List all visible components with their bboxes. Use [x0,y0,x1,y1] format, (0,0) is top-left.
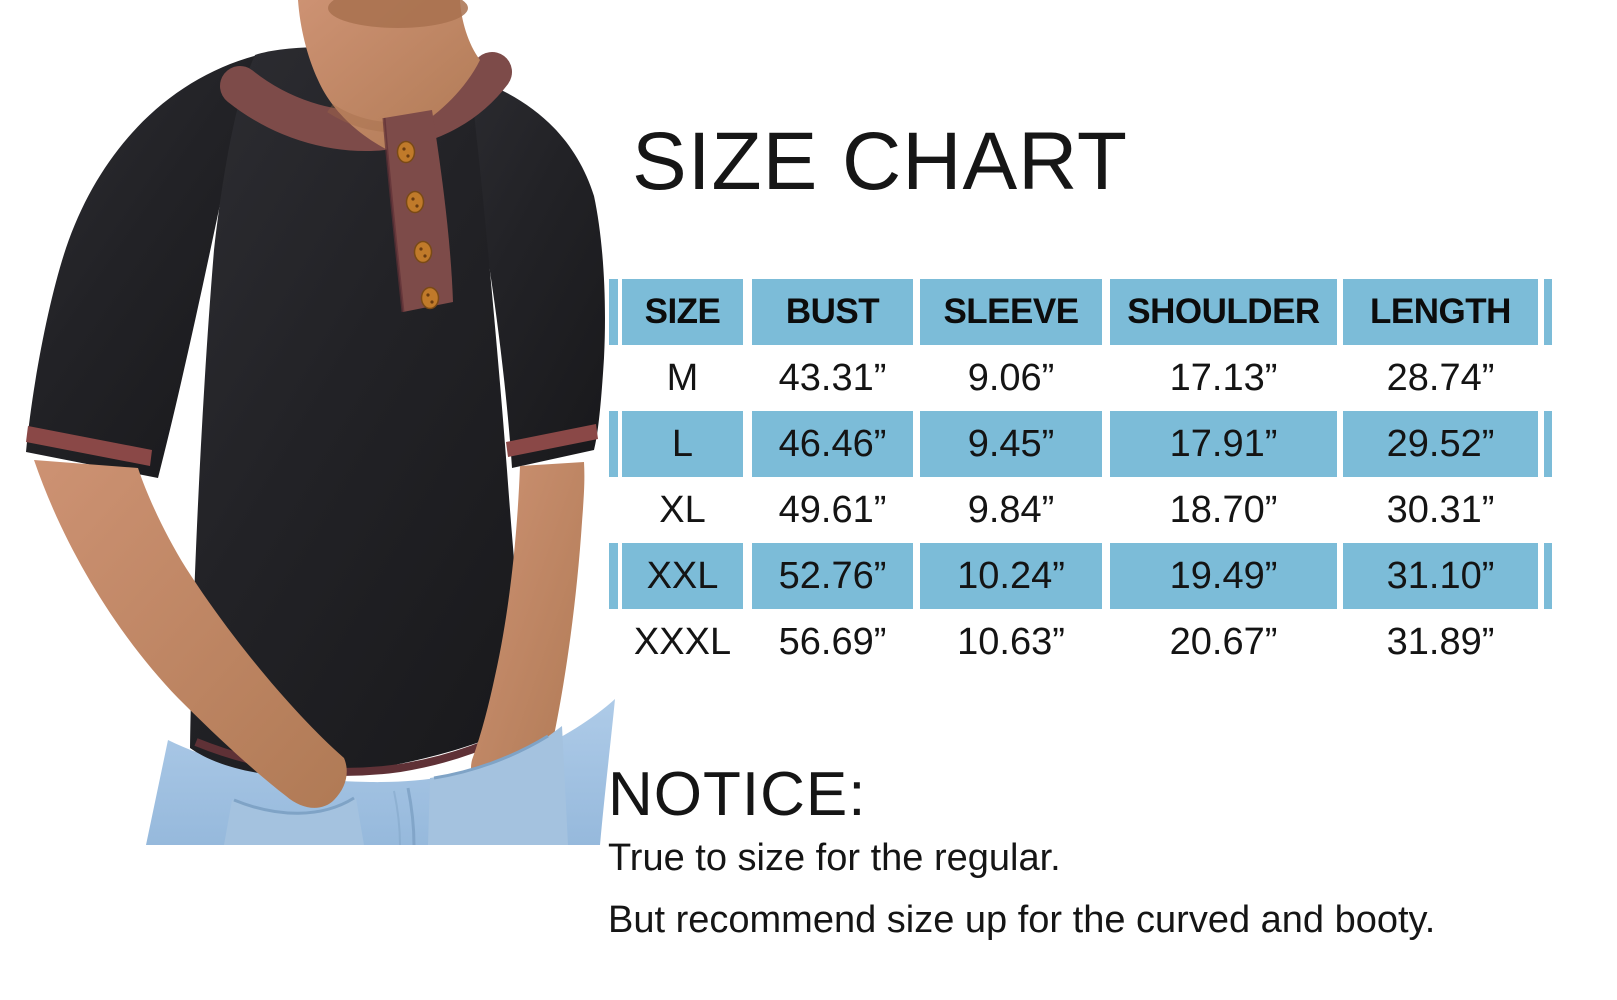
row-right-stub [1544,477,1552,543]
row-right-stub [1544,345,1552,411]
left-forearm [34,460,347,808]
notice-line: But recommend size up for the curved and… [608,899,1436,941]
row-left-stub [609,279,618,345]
cell-sleeve-row4: 10.63” [957,621,1065,663]
row-right-stub [1544,411,1552,477]
page-title: SIZE CHART [632,116,1128,207]
cell-bust-row0: 43.31” [778,357,887,399]
button-icon [420,286,440,310]
cell-sleeve-row2: 9.84” [967,489,1055,531]
right-pocket-seam [433,734,549,780]
row-left-stub [609,543,618,609]
table-row: XXL 52.76” 10.24” 19.49” 31.10” [609,543,1552,609]
table-header-row: SIZE BUST SLEEVE SHOULDER LENGTH [609,279,1552,345]
cell-shoulder-row0: 17.13” [1169,357,1278,399]
cell-bust-row3: 52.76” [752,543,913,609]
row-right-stub [1544,609,1552,675]
table-row: L 46.46” 9.45” 17.91” 29.52” [609,411,1552,477]
chin-shadow [328,0,468,28]
cell-length-row1: 29.52” [1343,411,1538,477]
notice-line: True to size for the regular. [608,837,1061,879]
right-forearm [470,462,585,796]
header-cell-size: SIZE [622,279,743,345]
row-left-stub [609,411,618,477]
table-row: XL 49.61” 9.84” 18.70” 30.31” [609,477,1552,543]
table-row: XXXL 56.69” 10.63” 20.67” 31.89” [609,609,1552,675]
cell-size-row3: XXL [622,543,743,609]
button-icon [405,190,425,214]
row-left-stub [609,609,618,675]
row-left-stub [609,477,618,543]
row-right-stub [1544,543,1552,609]
arms [34,460,585,808]
cell-shoulder-row3: 19.49” [1110,543,1337,609]
button-icon [396,140,416,164]
cell-bust-row4: 56.69” [778,621,887,663]
cell-shoulder-row2: 18.70” [1169,489,1278,531]
row-right-stub [1544,279,1552,345]
cell-size-row2: XL [659,489,706,531]
button-icons [396,140,440,310]
cell-length-row4: 31.89” [1386,621,1495,663]
model-photo-svg [26,0,615,846]
notice-heading: NOTICE: [608,760,867,829]
model-photo [0,0,620,846]
cell-shoulder-row4: 20.67” [1169,621,1278,663]
right-cuff-stripe [506,424,598,457]
cell-size-row1: L [622,411,743,477]
row-left-stub [609,345,618,411]
cell-bust-row1: 46.46” [752,411,913,477]
jeans-fly-seam [406,787,416,846]
left-pocket-seam [233,796,355,815]
cell-length-row3: 31.10” [1343,543,1538,609]
cell-length-row2: 30.31” [1386,489,1495,531]
left-cuff-stripe [26,426,152,466]
cell-sleeve-row1: 9.45” [920,411,1102,477]
cell-bust-row2: 49.61” [778,489,887,531]
cell-shoulder-row1: 17.91” [1110,411,1337,477]
neck-skin [298,0,480,152]
cell-sleeve-row0: 9.06” [967,357,1055,399]
jeans-pockets [224,726,568,845]
cell-length-row0: 28.74” [1386,357,1495,399]
header-cell-sleeve: SLEEVE [920,279,1102,345]
cell-size-row4: XXXL [633,621,732,663]
left-sleeve [26,55,258,478]
header-cell-shoulder: SHOULDER [1110,279,1337,345]
size-table: SIZE BUST SLEEVE SHOULDER LENGTH M 43.31” 9.06”… [609,279,1552,675]
header-cell-bust: BUST [752,279,913,345]
table-row: M 43.31” 9.06” 17.13” 28.74” [609,345,1552,411]
header-cell-length: LENGTH [1343,279,1538,345]
cell-size-row0: M [666,357,699,399]
cell-sleeve-row3: 10.24” [920,543,1102,609]
button-icon [413,240,433,264]
